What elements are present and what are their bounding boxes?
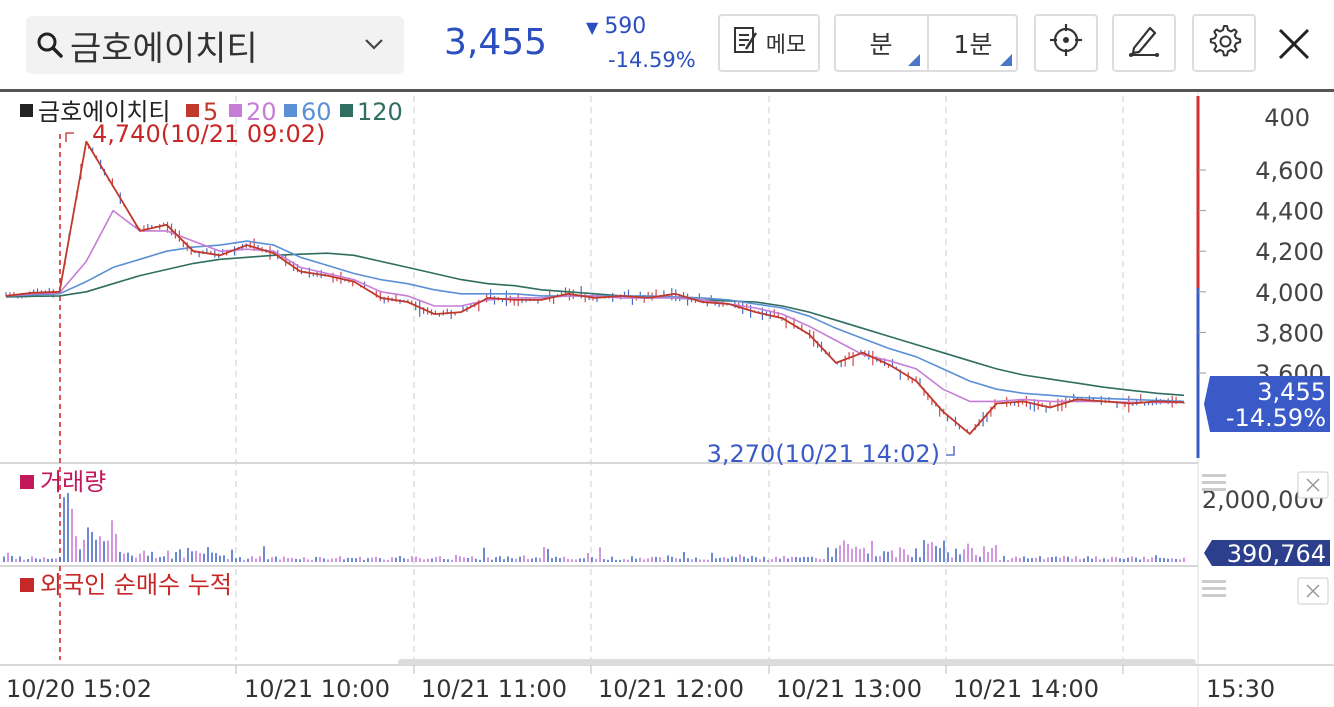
price-tick-label: 4,400 xyxy=(1255,198,1324,226)
volume-bars xyxy=(3,493,1185,562)
time-label: 10/21 10:00 xyxy=(244,675,390,703)
memo-label: 메모 xyxy=(765,33,807,58)
foreign-panel-title: 외국인 순매수 누적 xyxy=(40,571,232,599)
ma-line-20 xyxy=(5,209,1184,404)
time-label: 10/21 11:00 xyxy=(421,675,567,703)
price-axis-top: 400 xyxy=(1264,104,1310,132)
legend-ma120: 120 xyxy=(357,98,403,126)
settings-button[interactable] xyxy=(1192,14,1256,72)
volume-panel: 거래량 2,000,000 390,764 xyxy=(20,468,1330,568)
price-tick-label: 4,000 xyxy=(1255,279,1324,307)
period-value-label: 1분 xyxy=(953,30,993,59)
dropdown-corner-icon xyxy=(1000,54,1012,66)
period-value-dropdown[interactable]: 1분 xyxy=(928,16,1018,70)
close-icon[interactable] xyxy=(1297,471,1329,499)
legend-ma20: 20 xyxy=(246,98,277,126)
time-end-label: 15:30 xyxy=(1206,675,1275,703)
legend-swatch-stock xyxy=(20,104,33,117)
memo-button[interactable]: 메모 xyxy=(718,14,820,72)
price-change-abs: ▼ 590 xyxy=(586,14,646,39)
crosshair-icon xyxy=(1049,23,1083,63)
time-label: 10/21 13:00 xyxy=(776,675,922,703)
price-change-value: 590 xyxy=(604,14,647,39)
horizontal-scrollbar[interactable] xyxy=(398,659,1196,665)
foreign-panel: 외국인 순매수 누적 xyxy=(20,571,1329,605)
dropdown-corner-icon xyxy=(908,54,920,66)
time-label: 10/21 14:00 xyxy=(953,675,1099,703)
legend-ma5: 5 xyxy=(203,98,218,126)
close-icon[interactable] xyxy=(1272,22,1316,66)
ma-line-5 xyxy=(5,140,1185,435)
period-selector: 분 1분 xyxy=(834,14,1018,72)
top-toolbar: 금호에이치티 3,455 ▼ 590 -14.59% 메모 분 1분 xyxy=(0,0,1334,92)
stock-search-box[interactable]: 금호에이치티 xyxy=(26,16,404,74)
search-icon xyxy=(36,30,66,60)
current-price: 3,455 xyxy=(444,22,548,63)
period-divider xyxy=(927,16,929,70)
chart-legend: 금호에이치티 5 20 60 120 xyxy=(20,98,403,126)
legend-swatch-ma60 xyxy=(284,104,297,117)
price-change-pct: -14.59% xyxy=(608,48,696,72)
current-price-tag xyxy=(1204,376,1330,432)
crosshair-button[interactable] xyxy=(1034,14,1098,72)
legend-ma60: 60 xyxy=(301,98,332,126)
toolbar-divider xyxy=(0,89,1334,92)
pen-icon xyxy=(1126,22,1162,64)
low-annotation: 3,270(10/21 14:02) xyxy=(707,440,955,468)
foreign-legend-swatch xyxy=(20,578,34,592)
memo-icon xyxy=(732,25,760,61)
price-tick-label: 4,600 xyxy=(1255,157,1324,185)
legend-swatch-ma120 xyxy=(340,104,353,117)
time-label: 10/20 15:02 xyxy=(6,675,152,703)
down-triangle-icon: ▼ xyxy=(586,18,599,37)
volume-value-tag-text: 390,764 xyxy=(1227,540,1326,568)
time-label: 10/21 12:00 xyxy=(598,675,744,703)
current-price-tag-pct: -14.59% xyxy=(1226,404,1326,432)
legend-stock: 금호에이치티 xyxy=(38,98,170,126)
legend-swatch-ma5 xyxy=(186,104,199,117)
legend-swatch-ma20 xyxy=(229,104,242,117)
chevron-down-icon[interactable] xyxy=(362,32,386,56)
moving-average-lines xyxy=(5,140,1185,435)
close-icon[interactable] xyxy=(1297,577,1329,605)
stock-name: 금호에이치티 xyxy=(70,28,258,69)
period-unit-dropdown[interactable]: 분 xyxy=(836,16,926,70)
stock-chart[interactable]: 금호에이치티 5 20 60 120 4,740(10/21 09:02) 3,… xyxy=(0,92,1334,707)
drag-handle-icon[interactable] xyxy=(1202,580,1226,597)
price-tick-label: 3,800 xyxy=(1255,319,1324,347)
high-annotation: 4,740(10/21 09:02) xyxy=(65,120,325,148)
high-label: 4,740(10/21 09:02) xyxy=(92,120,325,148)
volume-panel-title: 거래량 xyxy=(40,468,106,496)
volume-legend-swatch xyxy=(20,475,34,489)
current-price-tag-value: 3,455 xyxy=(1257,378,1326,406)
price-tick-label: 4,200 xyxy=(1255,238,1324,266)
time-axis: 10/20 15:02 10/21 10:00 10/21 11:00 10/2… xyxy=(6,665,1275,703)
period-unit-label: 분 xyxy=(869,30,893,59)
ma-line-120 xyxy=(5,252,1185,397)
volume-value-tag xyxy=(1204,540,1330,566)
drag-handle-icon[interactable] xyxy=(1202,474,1226,491)
draw-button[interactable] xyxy=(1112,14,1176,72)
gear-icon xyxy=(1206,22,1242,64)
low-label: 3,270(10/21 14:02) xyxy=(707,440,940,468)
